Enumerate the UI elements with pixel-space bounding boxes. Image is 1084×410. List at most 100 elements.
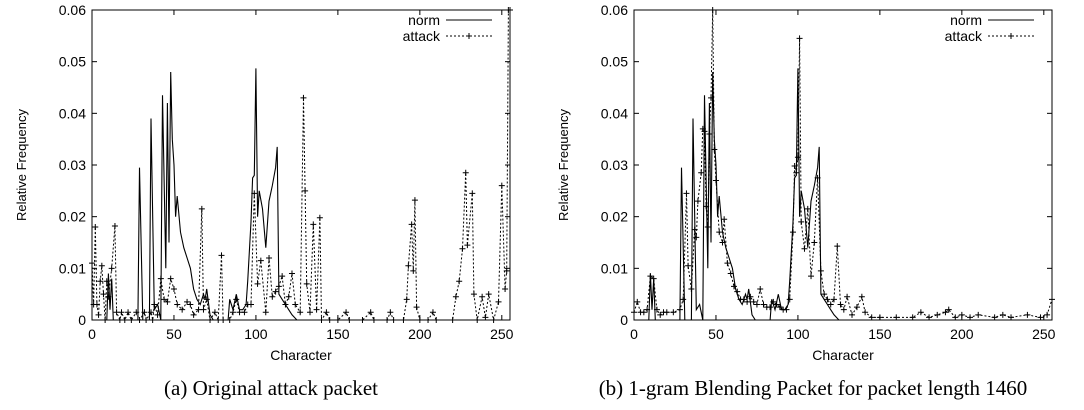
data-point [827, 301, 834, 308]
series-norm [92, 68, 510, 321]
y-tick-label: 0.04 [601, 105, 628, 121]
data-point [97, 278, 104, 285]
data-point [808, 273, 815, 280]
data-point [1008, 314, 1015, 321]
data-point [229, 309, 236, 316]
data-point [840, 306, 847, 313]
data-point [849, 311, 856, 318]
data-point [343, 309, 350, 316]
data-point [105, 293, 112, 300]
series-line [91, 9, 510, 322]
x-tick-label: 200 [408, 326, 432, 342]
data-point [791, 163, 798, 170]
data-point [462, 169, 469, 176]
data-point [657, 311, 664, 318]
x-tick-label: 50 [166, 326, 182, 342]
data-point [211, 309, 218, 316]
data-point [975, 311, 982, 318]
data-point [1044, 311, 1051, 318]
data-point [285, 293, 292, 300]
data-point [92, 224, 99, 230]
data-point [926, 314, 933, 321]
data-point [316, 214, 323, 221]
data-point [858, 293, 865, 300]
data-point [108, 265, 115, 272]
data-point [125, 309, 132, 316]
y-tick-label: 0.01 [601, 260, 628, 276]
data-point [288, 270, 295, 277]
data-point [495, 298, 502, 305]
x-tick-label: 200 [950, 326, 974, 342]
data-point [141, 309, 148, 316]
y-tick-label: 0.04 [59, 105, 86, 121]
data-point [275, 283, 282, 290]
data-point [868, 314, 875, 321]
data-point [469, 190, 476, 197]
data-point [151, 301, 158, 308]
plot-frame [633, 9, 1053, 321]
data-point [663, 309, 670, 316]
legend-marker [1008, 33, 1014, 39]
x-axis-label: Character [812, 347, 874, 363]
data-point [757, 286, 764, 292]
data-point [773, 301, 780, 308]
x-tick-label: 150 [868, 326, 892, 342]
data-point [837, 301, 844, 308]
legend-label: norm [950, 12, 982, 28]
y-tick-label: 0 [78, 312, 86, 328]
data-point [793, 169, 800, 176]
x-tick-label: 100 [244, 326, 268, 342]
data-point [203, 296, 210, 303]
y-tick-label: 0.06 [601, 2, 628, 18]
x-tick-label: 250 [490, 326, 514, 342]
data-point [893, 314, 900, 321]
data-point [452, 293, 459, 300]
data-point [405, 262, 412, 269]
data-point [170, 286, 177, 292]
data-point [408, 221, 415, 228]
data-point [257, 257, 264, 264]
data-point [719, 239, 726, 246]
data-point [683, 190, 690, 197]
data-point [853, 304, 860, 311]
data-point [184, 298, 191, 305]
data-point [801, 245, 808, 252]
chart-caption: (b) 1-gram Blending Packet for packet le… [598, 376, 1028, 400]
x-tick-label: 50 [708, 326, 724, 342]
data-point [479, 293, 486, 300]
data-point [241, 309, 248, 316]
data-point [786, 296, 793, 303]
data-point [429, 309, 436, 316]
y-tick-label: 0.01 [59, 260, 86, 276]
data-point [269, 293, 276, 300]
data-point [814, 174, 821, 181]
data-point [482, 314, 489, 321]
series-attack [631, 7, 1055, 321]
data-point [310, 221, 317, 228]
series-line [92, 68, 510, 321]
data-point [999, 311, 1006, 318]
data-point [157, 275, 164, 282]
data-point [403, 296, 410, 303]
data-point [148, 309, 155, 316]
chart-panel-b: 0 0.01 0.02 0.03 0.04 0.05 0.06 0 50 100 150 200 250… [542, 0, 1084, 410]
data-point [647, 273, 654, 280]
data-point [685, 262, 692, 269]
data-point [716, 229, 723, 236]
data-point [118, 309, 125, 316]
data-point [411, 197, 418, 204]
data-point [750, 298, 757, 305]
data-point [991, 314, 998, 321]
data-point [727, 270, 734, 277]
data-point [313, 306, 320, 313]
data-point [804, 205, 811, 212]
data-point [701, 128, 708, 135]
chart-svg: 0 0.01 0.02 0.03 0.04 0.05 0.06 0 50 100 150 200 250… [14, 2, 514, 363]
series-attack [89, 7, 513, 323]
data-point [703, 203, 710, 210]
data-point [724, 260, 731, 267]
data-point [470, 291, 477, 298]
data-point [248, 301, 255, 308]
data-point [811, 239, 818, 246]
